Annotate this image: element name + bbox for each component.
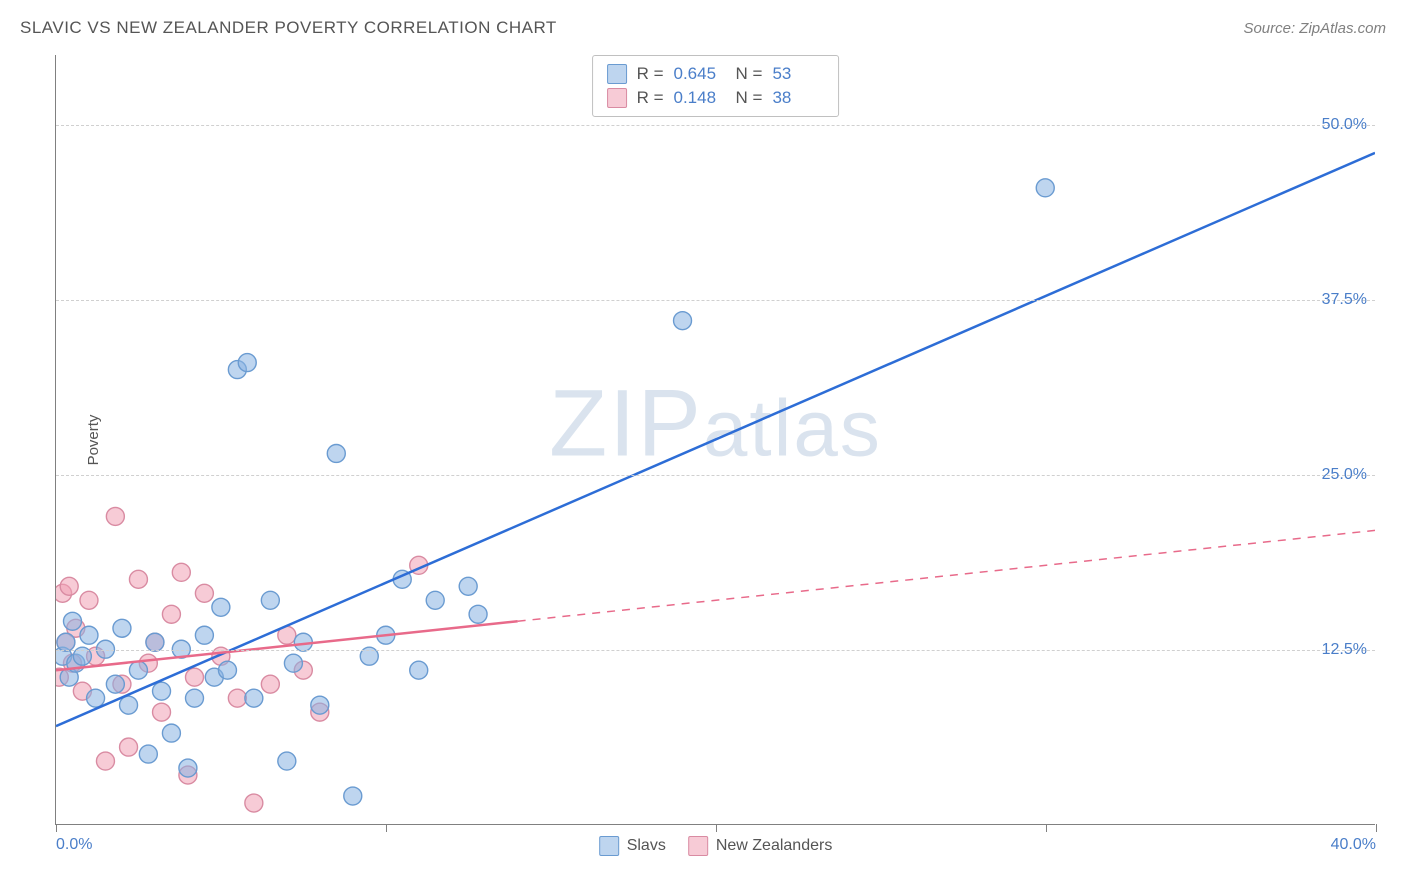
data-point [129,661,147,679]
data-point [238,354,256,372]
data-point [57,633,75,651]
y-tick-label: 37.5% [1322,291,1367,309]
data-point [162,605,180,623]
data-point [311,696,329,714]
x-tick [1046,824,1047,832]
stat-label: R = [637,64,664,84]
r-value: 0.645 [674,64,726,84]
data-point [96,752,114,770]
data-point [212,598,230,616]
data-point [327,444,345,462]
x-tick-label: 0.0% [56,836,92,854]
data-point [284,654,302,672]
legend-item-series1: Slavs [599,836,666,856]
data-point [162,724,180,742]
x-tick [1376,824,1377,832]
swatch-icon [607,88,627,108]
data-point [146,633,164,651]
data-point [218,661,236,679]
x-tick [56,824,57,832]
data-point [80,626,98,644]
data-point [63,612,81,630]
grid-line [56,650,1375,651]
data-point [195,584,213,602]
plot-area: Poverty ZIPatlas R = 0.645 N = 53 R = 0.… [55,55,1375,825]
data-point [179,759,197,777]
grid-line [56,125,1375,126]
data-point [120,696,138,714]
stat-label: N = [736,88,763,108]
data-point [120,738,138,756]
data-point [80,591,98,609]
swatch-icon [688,836,708,856]
data-point [106,675,124,693]
data-point [139,745,157,763]
legend-label: New Zealanders [716,837,833,855]
data-point [261,591,279,609]
data-point [245,689,263,707]
stats-row-series1: R = 0.645 N = 53 [607,62,825,86]
scatter-svg [56,55,1375,824]
y-tick-label: 12.5% [1322,641,1367,659]
data-point [172,563,190,581]
data-point [245,794,263,812]
data-point [129,570,147,588]
source-label: Source: ZipAtlas.com [1243,20,1386,37]
data-point [87,689,105,707]
y-tick-label: 25.0% [1322,466,1367,484]
stats-box: R = 0.645 N = 53 R = 0.148 N = 38 [592,55,840,117]
data-point [186,689,204,707]
data-point [186,668,204,686]
legend-label: Slavs [627,837,666,855]
data-point [228,689,246,707]
r-value: 0.148 [674,88,726,108]
data-point [426,591,444,609]
y-tick-label: 50.0% [1322,116,1367,134]
stat-label: R = [637,88,664,108]
data-point [153,703,171,721]
data-point [469,605,487,623]
data-point [1036,179,1054,197]
data-point [60,577,78,595]
data-point [195,626,213,644]
swatch-icon [607,64,627,84]
grid-line [56,475,1375,476]
n-value: 53 [772,64,824,84]
legend: Slavs New Zealanders [599,836,833,856]
chart-title: SLAVIC VS NEW ZEALANDER POVERTY CORRELAT… [20,18,557,38]
trend-line-series1 [56,153,1375,726]
stat-label: N = [736,64,763,84]
data-point [674,312,692,330]
data-point [113,619,131,637]
data-point [410,661,428,679]
stats-row-series2: R = 0.148 N = 38 [607,86,825,110]
data-point [153,682,171,700]
x-tick [716,824,717,832]
data-point [106,507,124,525]
data-point [344,787,362,805]
swatch-icon [599,836,619,856]
x-tick-label: 40.0% [1331,836,1376,854]
grid-line [56,300,1375,301]
trend-line-series2-dashed [518,530,1375,621]
x-tick [386,824,387,832]
n-value: 38 [772,88,824,108]
data-point [459,577,477,595]
data-point [261,675,279,693]
data-point [278,752,296,770]
legend-item-series2: New Zealanders [688,836,833,856]
